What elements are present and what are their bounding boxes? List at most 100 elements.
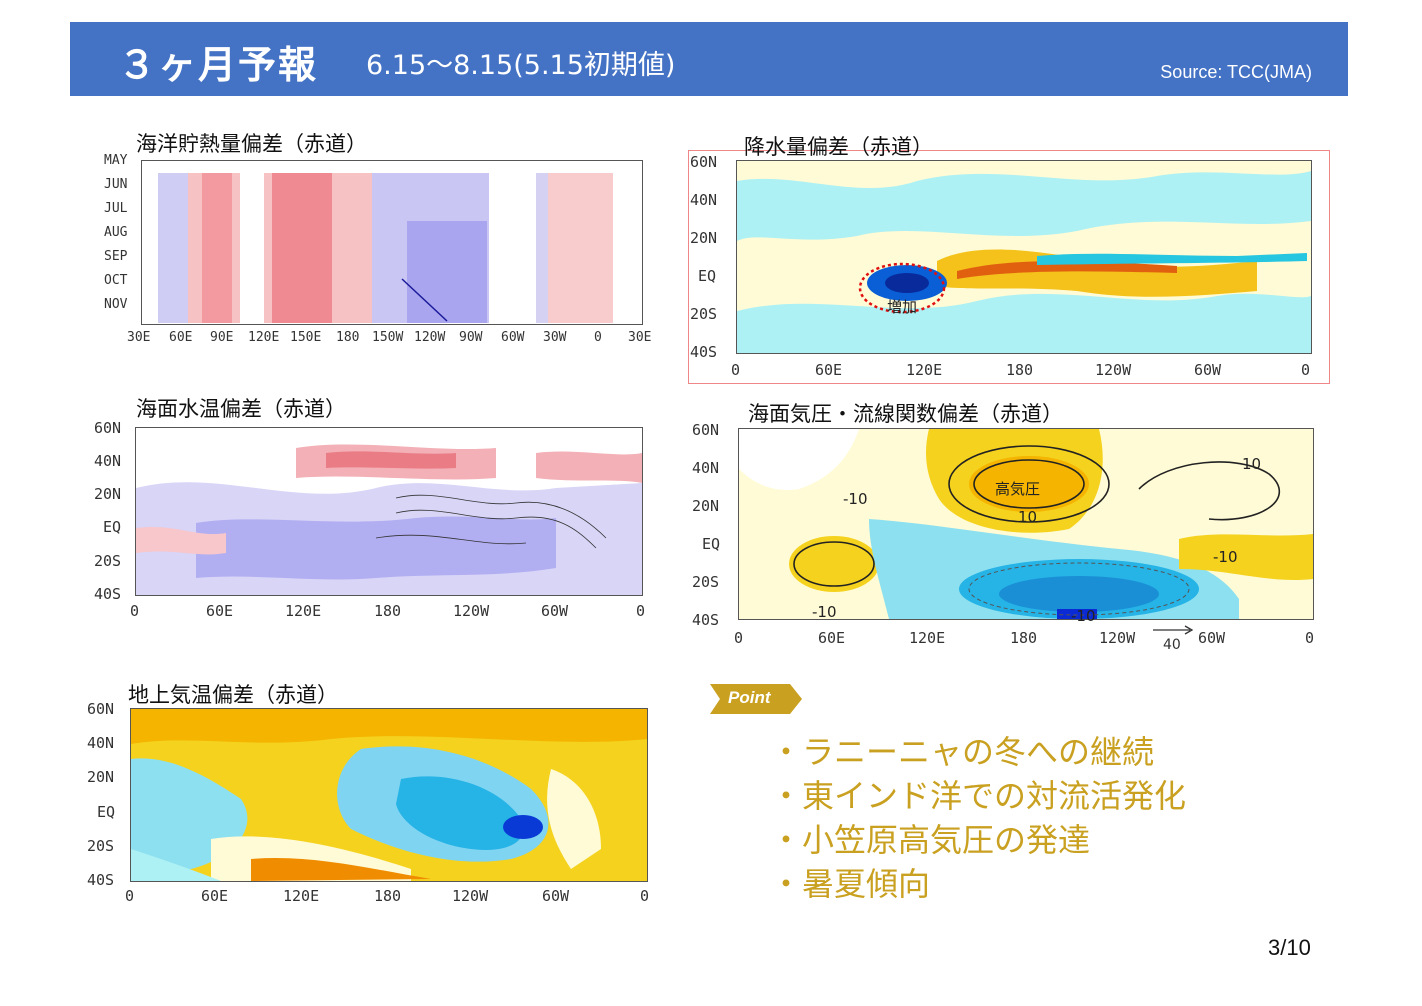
precip-increase-label: 増加 xyxy=(887,298,918,316)
precip-x-tick: 60E xyxy=(815,361,843,379)
heat-x-tick: 180 xyxy=(336,330,360,345)
sst-y-tick: 20S xyxy=(94,552,122,570)
contour-label: -10 xyxy=(843,490,868,508)
sst-title: 海面水温偏差（赤道） xyxy=(136,397,346,421)
heat-x-tick: 0 xyxy=(594,330,602,345)
sst-x-tick: 60E xyxy=(206,602,234,620)
heat-y-tick: OCT xyxy=(104,273,128,288)
heat-y-tick: MAY xyxy=(104,153,128,168)
heat-x-tick: 90E xyxy=(210,330,234,345)
precip-y-tick: EQ xyxy=(698,267,717,285)
slp-plot xyxy=(738,428,1314,620)
t2m-x-tick: 0 xyxy=(640,887,650,905)
point-badge: Point xyxy=(710,684,802,714)
t2m-y-tick: 40S xyxy=(87,871,115,889)
heat-content-image xyxy=(142,161,642,324)
sst-y-tick: 20N xyxy=(94,485,122,503)
high-pressure-label: 高気圧 xyxy=(995,480,1041,498)
point-item: ・暑夏傾向 xyxy=(770,865,931,903)
reference-vector-label: 40 xyxy=(1163,637,1181,653)
slp-x-tick: 60W xyxy=(1198,629,1226,647)
t2m-x-tick: 180 xyxy=(374,887,402,905)
heat-content-title: 海洋貯熱量偏差（赤道） xyxy=(136,132,367,156)
reference-vector-arrow xyxy=(1153,625,1194,635)
slide-header: ３ヶ月予報 6.15～8.15(5.15初期値) Source: TCC(JMA… xyxy=(70,22,1348,96)
precip-x-tick: 120E xyxy=(906,361,943,379)
slp-y-tick: EQ xyxy=(702,535,721,553)
precip-x-tick: 0 xyxy=(731,361,741,379)
t2m-x-tick: 120W xyxy=(452,887,489,905)
heat-x-tick: 60W xyxy=(501,330,525,345)
source-credit: Source: TCC(JMA) xyxy=(1160,62,1312,82)
point-item: ・小笠原高気圧の発達 xyxy=(770,821,1091,859)
sst-x-tick: 120W xyxy=(453,602,490,620)
t2m-x-tick: 60W xyxy=(542,887,570,905)
slp-x-tick: 120E xyxy=(909,629,946,647)
sst-x-tick: 120E xyxy=(285,602,322,620)
point-item: ・ラニーニャの冬への継続 xyxy=(770,733,1155,771)
t2m-y-tick: 40N xyxy=(87,734,115,752)
sst-x-tick: 0 xyxy=(130,602,140,620)
slp-y-tick: 20S xyxy=(692,573,720,591)
precip-x-tick: 120W xyxy=(1095,361,1132,379)
heat-y-tick: JUN xyxy=(104,177,128,192)
sst-y-tick: 40N xyxy=(94,452,122,470)
slp-x-tick: 180 xyxy=(1010,629,1038,647)
t2m-image xyxy=(131,709,647,881)
heat-x-tick: 30W xyxy=(543,330,567,345)
heat-x-tick: 150E xyxy=(290,330,322,345)
slp-image xyxy=(739,429,1313,619)
sst-y-tick: 60N xyxy=(94,419,122,437)
contour-label: -10 xyxy=(812,603,837,621)
slide-subtitle: 6.15～8.15(5.15初期値) xyxy=(366,50,676,81)
sst-plot xyxy=(135,427,643,596)
heat-y-tick: JUL xyxy=(104,201,128,216)
contour-label: -10 xyxy=(1071,607,1096,625)
slp-y-tick: 40S xyxy=(692,611,720,629)
point-badge-shape xyxy=(710,684,802,714)
sst-x-tick: 180 xyxy=(374,602,402,620)
sst-image xyxy=(136,428,642,595)
slp-y-tick: 40N xyxy=(692,459,720,477)
t2m-x-tick: 60E xyxy=(201,887,229,905)
t2m-title: 地上気温偏差（赤道） xyxy=(128,683,338,707)
heat-y-tick: NOV xyxy=(104,297,128,312)
precip-x-tick: 60W xyxy=(1194,361,1222,379)
slp-y-tick: 20N xyxy=(692,497,720,515)
point-list: ・ラニーニャの冬への継続 ・東インド洋での対流活発化 ・小笠原高気圧の発達 ・暑… xyxy=(770,730,1186,906)
heat-x-tick: 90W xyxy=(459,330,483,345)
sst-y-tick: EQ xyxy=(103,518,122,536)
page-number: 3/10 xyxy=(1268,935,1311,960)
sst-y-tick: 40S xyxy=(94,585,122,603)
heat-y-tick: AUG xyxy=(104,225,128,240)
heat-x-tick: 30E xyxy=(127,330,151,345)
point-item: ・東インド洋での対流活発化 xyxy=(770,777,1187,815)
precip-y-tick: 40N xyxy=(690,191,718,209)
t2m-y-tick: EQ xyxy=(97,803,116,821)
precip-x-tick: 0 xyxy=(1301,361,1311,379)
precip-title: 降水量偏差（赤道） xyxy=(744,135,933,159)
precip-x-tick: 180 xyxy=(1006,361,1034,379)
precip-plot xyxy=(736,160,1312,354)
t2m-x-tick: 120E xyxy=(283,887,320,905)
point-badge-label: Point xyxy=(728,688,771,707)
t2m-y-tick: 20N xyxy=(87,768,115,786)
contour-label: 10 xyxy=(1242,455,1262,473)
heat-x-tick: 60E xyxy=(169,330,193,345)
contour-label: -10 xyxy=(1213,548,1238,566)
slp-x-tick: 0 xyxy=(1305,629,1315,647)
heat-content-plot xyxy=(141,160,643,325)
heat-y-tick: SEP xyxy=(104,249,128,264)
slp-x-tick: 120W xyxy=(1099,629,1136,647)
contour-label: 10 xyxy=(1018,508,1038,526)
t2m-y-tick: 20S xyxy=(87,837,115,855)
precip-highlight-box xyxy=(688,150,1330,384)
precip-image xyxy=(737,161,1311,353)
precip-y-tick: 60N xyxy=(690,153,718,171)
slp-x-tick: 60E xyxy=(818,629,846,647)
heat-x-tick: 150W xyxy=(372,330,404,345)
sst-x-tick: 0 xyxy=(636,602,646,620)
slp-x-tick: 0 xyxy=(734,629,744,647)
slp-title: 海面気圧・流線関数偏差（赤道） xyxy=(748,402,1063,426)
t2m-y-tick: 60N xyxy=(87,700,115,718)
